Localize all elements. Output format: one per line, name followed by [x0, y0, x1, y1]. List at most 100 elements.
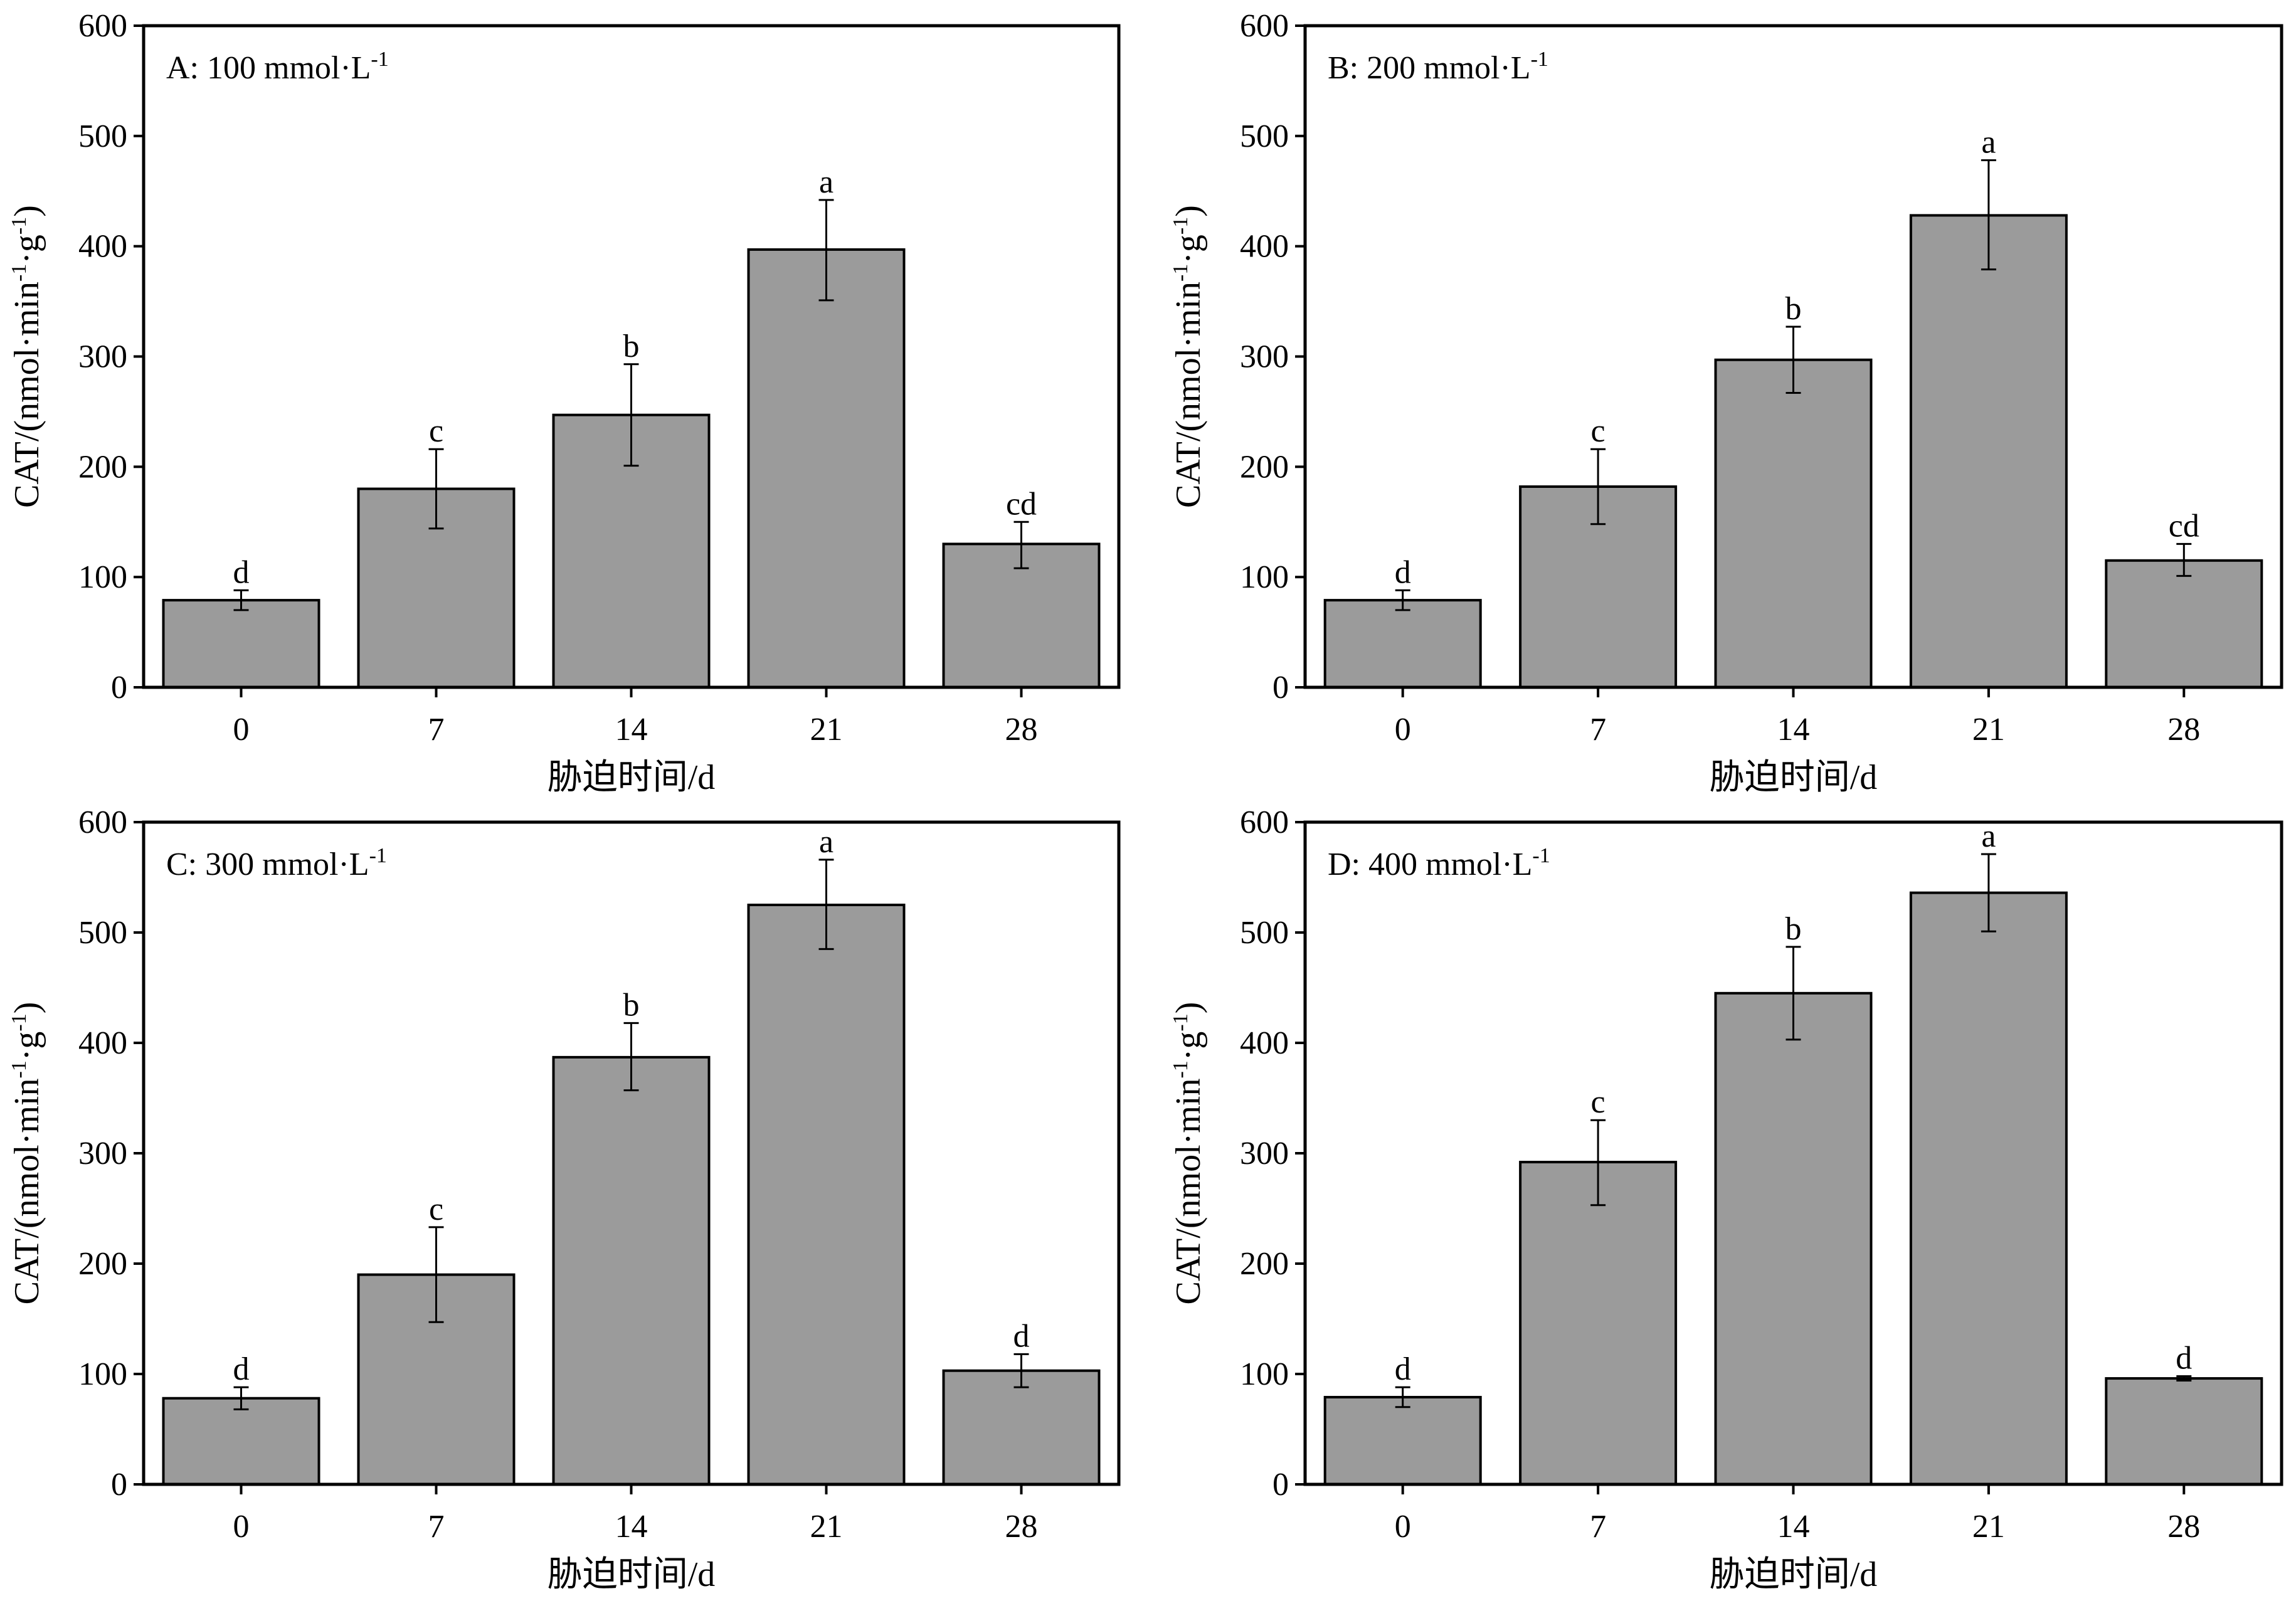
y-axis-title-superscript: -1: [8, 264, 31, 282]
y-tick-label: 500: [78, 915, 127, 951]
significance-label: cd: [1006, 486, 1037, 522]
panel-title-main: A: 100 mmol·L: [166, 50, 371, 86]
y-axis-title-main: CAT/(nmol·min: [8, 282, 46, 508]
y-tick-label: 0: [111, 1467, 127, 1503]
bar-28: [2105, 559, 2263, 689]
error-bar-0: [1395, 589, 1410, 611]
y-tick-label: 200: [1240, 1246, 1289, 1282]
y-axis-title-main: CAT/(nmol·min: [1169, 282, 1208, 508]
panel-title-superscript: -1: [371, 48, 388, 71]
y-axis-title-mid: ·g: [8, 1032, 46, 1061]
y-axis-title: CAT/(nmol·min-1·g-1): [8, 1002, 46, 1305]
y-axis-title-main: CAT/(nmol·min: [8, 1079, 46, 1305]
y-tick-label: 100: [1240, 559, 1289, 595]
error-bar-21: [1981, 853, 1996, 933]
y-tick-label: 300: [1240, 339, 1289, 375]
y-tick-label: 100: [1240, 1356, 1289, 1392]
significance-label: d: [1395, 1351, 1411, 1387]
bar-7: [1519, 1161, 1678, 1486]
x-tick-label: 14: [1777, 712, 1810, 748]
bar-14: [1714, 991, 1873, 1486]
chart-panel-0: d 0 c 7 b 14 a 21 cd 28 0 100 200 300 400 500 600 A: 100 …: [8, 8, 1121, 797]
significance-label: b: [1785, 911, 1802, 947]
y-tick-label: 400: [78, 1025, 127, 1061]
error-bar-14: [1785, 946, 1801, 1041]
bar-14: [1714, 358, 1873, 689]
panel-title: A: 100 mmol·L-1: [166, 48, 389, 86]
y-tick-label: 200: [1240, 449, 1289, 485]
significance-label: b: [1785, 291, 1802, 327]
bar-0: [162, 1397, 320, 1486]
y-tick-label: 0: [1272, 670, 1289, 705]
y-axis-title-superscript: -1: [8, 1060, 31, 1078]
error-bar-28: [2176, 542, 2192, 577]
y-axis-title: CAT/(nmol·min-1·g-1): [1169, 205, 1208, 508]
panel-title-superscript: -1: [1531, 48, 1548, 71]
chart-panel-3: d 0 c 7 b 14 a 21 d 28 0 100 200 300 400 500 600 D: 400 m…: [1169, 805, 2283, 1594]
x-tick-label: 0: [1395, 1509, 1411, 1545]
bar-21: [1909, 214, 2068, 689]
y-axis-title-superscript: -1: [8, 1013, 31, 1031]
bar-21: [747, 248, 906, 689]
error-bar-7: [428, 1226, 444, 1323]
x-tick-label: 21: [1972, 712, 2005, 748]
x-tick-label: 21: [810, 1509, 843, 1545]
y-axis-title: CAT/(nmol·min-1·g-1): [8, 205, 46, 508]
x-axis-title: 胁迫时间/d: [1710, 758, 1878, 797]
significance-label: b: [623, 987, 640, 1023]
panel-title-main: C: 300 mmol·L: [166, 847, 369, 882]
y-axis-title-mid: ·g: [1169, 235, 1208, 264]
panel-title-superscript: -1: [369, 844, 387, 867]
error-bar-21: [818, 199, 834, 302]
plot-frame: [1303, 24, 2283, 689]
y-tick-label: 300: [78, 339, 127, 375]
x-tick-label: 14: [615, 1509, 648, 1545]
y-tick-label: 100: [78, 559, 127, 595]
significance-label: d: [233, 554, 250, 590]
significance-label: d: [233, 1351, 250, 1387]
y-tick-label: 600: [1240, 8, 1289, 44]
y-tick-label: 400: [1240, 1025, 1289, 1061]
error-bar-28: [1013, 520, 1029, 569]
y-tick-label: 500: [1240, 915, 1289, 951]
y-axis-title-main: CAT/(nmol·min: [1169, 1079, 1208, 1305]
panel-title-superscript: -1: [1532, 844, 1550, 867]
bar-28: [2105, 1377, 2263, 1486]
y-axis-title-superscript: -1: [1169, 1060, 1192, 1078]
significance-label: a: [819, 164, 833, 200]
panel-title-main: D: 400 mmol·L: [1328, 847, 1532, 882]
bar-21: [1909, 891, 2068, 1486]
y-axis-title-end: ): [8, 1002, 46, 1014]
x-tick-label: 21: [810, 712, 843, 748]
panel-title: C: 300 mmol·L-1: [166, 844, 387, 882]
y-tick-label: 400: [1240, 229, 1289, 265]
y-tick-label: 500: [78, 119, 127, 154]
y-axis-title-end: ): [1169, 205, 1208, 217]
bar-21: [747, 904, 906, 1486]
error-bar-28: [1013, 1353, 1029, 1388]
error-bar-7: [1590, 1119, 1606, 1207]
x-tick-label: 0: [1395, 712, 1411, 748]
error-bar-21: [818, 859, 834, 950]
chart-panel-2: d 0 c 7 b 14 a 21 d 28 0 100 200 300 400 500 600 C: 300 m…: [8, 805, 1121, 1594]
x-tick-label: 7: [1590, 712, 1606, 748]
significance-label: a: [1981, 818, 1996, 854]
y-axis-title-end: ): [8, 205, 46, 217]
y-tick-label: 600: [1240, 805, 1289, 840]
error-bar-0: [233, 1386, 249, 1410]
x-tick-label: 7: [428, 1509, 445, 1545]
y-axis-title-mid: ·g: [8, 235, 46, 264]
significance-label: a: [1981, 125, 1996, 161]
x-tick-label: 28: [2167, 712, 2200, 748]
x-axis-title: 胁迫时间/d: [1710, 1555, 1878, 1594]
significance-label: c: [1591, 413, 1606, 449]
y-axis-title-superscript: -1: [1169, 264, 1192, 282]
error-bar-21: [1981, 159, 1996, 271]
x-tick-label: 21: [1972, 1509, 2005, 1545]
significance-label: d: [2176, 1341, 2192, 1376]
error-bar-14: [623, 1022, 639, 1092]
error-bar-7: [1590, 448, 1606, 526]
y-tick-label: 200: [78, 1246, 127, 1282]
plot-frame: [142, 24, 1121, 689]
error-bar-7: [428, 448, 444, 530]
